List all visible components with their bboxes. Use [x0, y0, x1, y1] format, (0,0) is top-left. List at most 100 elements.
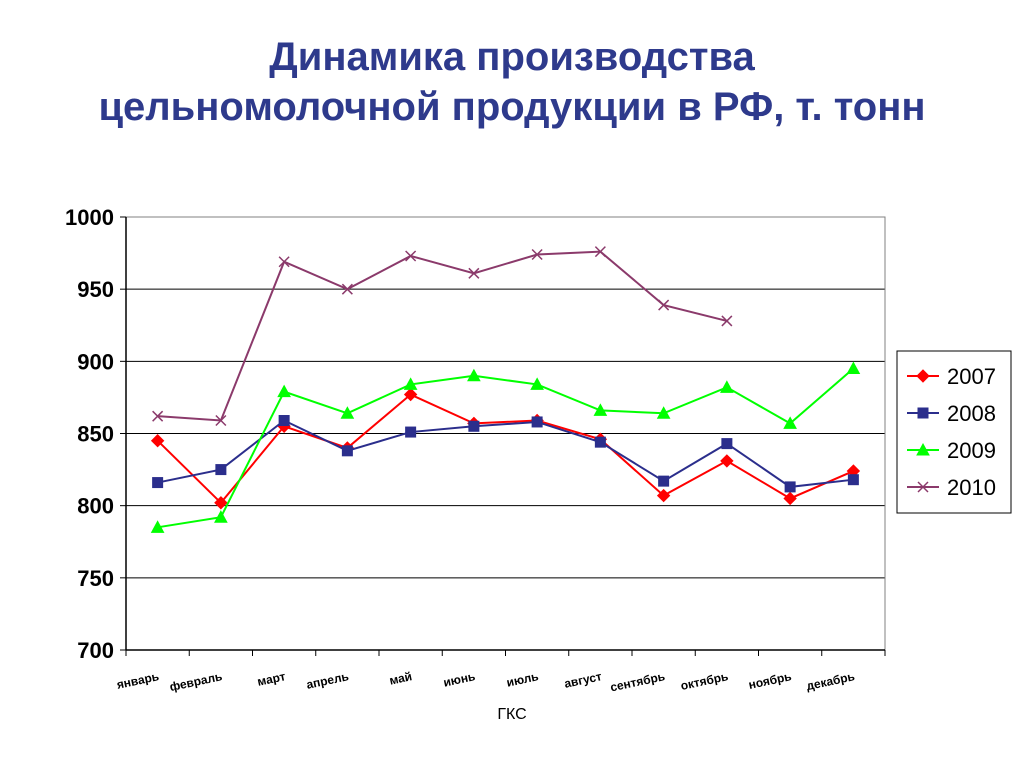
- y-tick-label: 900: [77, 349, 114, 374]
- x-tick-label-1: январь: [115, 669, 160, 692]
- data-point-2007-9: [656, 488, 671, 503]
- data-point-2010-8: [594, 246, 606, 258]
- legend-label: 2007: [947, 364, 996, 389]
- series-2010: [152, 246, 733, 427]
- data-point-2008-7: [531, 416, 543, 428]
- data-point-2010-1: [152, 410, 164, 422]
- data-point-2007-1: [150, 434, 165, 448]
- data-point-2009-1: [150, 520, 165, 533]
- data-point-2007-2: [214, 496, 228, 510]
- series-line-2009: [157, 367, 855, 529]
- legend-entry-2010: 2010: [907, 475, 996, 500]
- data-point-2010-5: [405, 250, 417, 262]
- data-point-2008-3: [278, 415, 290, 427]
- x-tick-label-7: июль: [505, 669, 540, 689]
- series-2007: [150, 387, 861, 510]
- legend-label: 2008: [947, 401, 996, 426]
- x-marker-stroke: [405, 250, 417, 262]
- data-point-2010-10: [721, 315, 733, 327]
- x-tick-labels: январь февраль март апрель май июнь июль август…: [115, 669, 856, 694]
- x-tick-label-8: август: [563, 669, 603, 691]
- x-tick-label-9: сентябрь: [609, 669, 666, 694]
- data-point-2010-3: [278, 256, 290, 268]
- data-point-2010-6: [468, 267, 480, 279]
- legend-label: 2009: [947, 438, 996, 463]
- y-tick-labels: 700 750 800 850 900 950 1000: [65, 205, 114, 663]
- data-point-2010-7: [531, 248, 543, 261]
- legend-entry-2007: 2007: [907, 364, 996, 389]
- gridlines: [126, 216, 885, 651]
- data-point-2008-9: [658, 475, 670, 487]
- legend-marker: [916, 442, 930, 456]
- y-tick-label: 750: [77, 566, 114, 591]
- data-point-2008-6: [468, 420, 480, 432]
- data-point-2009-11: [783, 416, 797, 429]
- x-tick-label-4: апрель: [305, 669, 350, 692]
- chart-title-line2: цельномолочной продукции в РФ, т. тонн: [98, 85, 926, 129]
- source-label: ГКС: [497, 706, 527, 723]
- data-point-2008-12: [847, 474, 859, 486]
- legend: 2007 2008 2009 2010: [896, 350, 1012, 514]
- data-point-2008-10: [721, 438, 733, 450]
- data-point-2009-4: [340, 406, 355, 419]
- x-marker-stroke: [152, 410, 164, 422]
- data-point-2008-8: [594, 436, 606, 448]
- x-marker-stroke: [917, 481, 929, 493]
- legend-marker: [917, 481, 929, 493]
- x-tick-label-6: июнь: [442, 669, 476, 689]
- legend-label: 2010: [947, 475, 996, 500]
- data-point-2009-2: [214, 510, 228, 523]
- legend-marker: [917, 407, 929, 419]
- x-marker-stroke: [341, 283, 353, 295]
- data-point-2009-6: [467, 368, 481, 382]
- x-marker-stroke: [215, 414, 227, 427]
- data-point-2009-8: [593, 403, 608, 416]
- x-tick-label-10: октябрь: [679, 669, 729, 693]
- legend-entry-2009: 2009: [907, 438, 996, 463]
- data-point-2009-9: [656, 406, 671, 419]
- x-marker-stroke: [531, 248, 543, 261]
- data-point-2010-4: [341, 283, 353, 295]
- data-point-2008-1: [152, 477, 164, 489]
- x-marker-stroke: [468, 267, 480, 279]
- series-line-2008: [157, 419, 854, 488]
- y-tick-label: 1000: [65, 205, 114, 230]
- y-tick-label: 800: [77, 494, 114, 519]
- x-tick-label-3: март: [256, 669, 287, 689]
- series-2008: [152, 415, 859, 493]
- data-point-2008-5: [405, 426, 417, 438]
- data-point-2009-12: [846, 361, 861, 375]
- series-2009: [150, 361, 861, 533]
- x-marker-stroke: [278, 256, 290, 268]
- data-point-2007-10: [720, 454, 734, 468]
- chart-title-line1: Динамика производства: [269, 35, 755, 79]
- x-marker-stroke: [594, 246, 606, 258]
- legend-marker: [916, 369, 930, 383]
- data-point-2007-5: [403, 387, 418, 402]
- x-marker-stroke: [658, 299, 670, 311]
- chart-title: Динамика производства цельномолочной про…: [0, 32, 1024, 132]
- axes: [120, 216, 886, 656]
- data-point-2010-2: [215, 414, 227, 427]
- y-tick-label: 850: [77, 422, 114, 447]
- y-tick-label: 950: [77, 277, 114, 302]
- data-point-2009-5: [403, 377, 418, 390]
- series-line-2007: [156, 393, 854, 505]
- data-point-2009-3: [277, 384, 291, 398]
- data-point-2009-7: [530, 377, 544, 390]
- data-point-2008-4: [341, 445, 353, 457]
- x-marker-stroke: [721, 315, 733, 327]
- x-tick-label-2: февраль: [168, 669, 223, 694]
- data-point-2010-9: [658, 299, 670, 311]
- legend-entry-2008: 2008: [907, 401, 996, 426]
- x-tick-label-12: декабрь: [805, 669, 856, 693]
- data-point-2008-2: [215, 464, 227, 476]
- series-line-2010: [157, 250, 728, 422]
- series-group: [150, 246, 861, 533]
- x-tick-label-11: ноябрь: [747, 669, 793, 692]
- data-point-2009-10: [720, 380, 734, 393]
- data-point-2008-11: [784, 481, 796, 493]
- data-point-2007-11: [783, 491, 797, 506]
- x-tick-label-5: май: [388, 669, 413, 687]
